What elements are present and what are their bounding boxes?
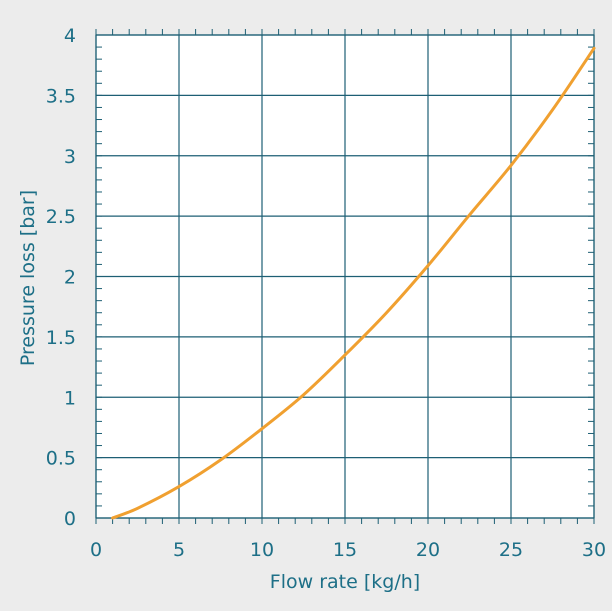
y-tick-label: 0 [64, 508, 76, 530]
y-tick-label: 4 [64, 25, 76, 47]
series-group [111, 46, 596, 520]
series-line [111, 46, 596, 520]
x-axis-title: Flow rate [kg/h] [270, 571, 420, 593]
grid-lines [95, 34, 595, 519]
x-tick-label: 30 [582, 539, 606, 561]
x-tick-label: 0 [90, 539, 102, 561]
x-tick-label: 15 [333, 539, 357, 561]
y-tick-label: 0.5 [46, 448, 76, 470]
x-tick-label: 5 [173, 539, 185, 561]
y-tick-label: 1 [64, 387, 76, 409]
y-tick-label: 2.5 [46, 206, 76, 228]
y-tick-label: 3 [64, 146, 76, 168]
minor-ticks [95, 29, 595, 524]
y-tick-label: 3.5 [46, 85, 76, 107]
x-tick-label: 25 [499, 539, 523, 561]
plot-border [95, 34, 595, 519]
x-tick-label: 10 [250, 539, 274, 561]
x-tick-labels: 0 5 10 15 20 25 30 [90, 539, 606, 561]
x-tick-label: 20 [416, 539, 440, 561]
y-tick-label: 1.5 [46, 327, 76, 349]
y-tick-labels: 0 0.5 1 1.5 2 2.5 3 3.5 4 [46, 25, 76, 530]
y-axis-title: Pressure loss [bar] [17, 190, 39, 366]
y-tick-label: 2 [64, 267, 76, 289]
